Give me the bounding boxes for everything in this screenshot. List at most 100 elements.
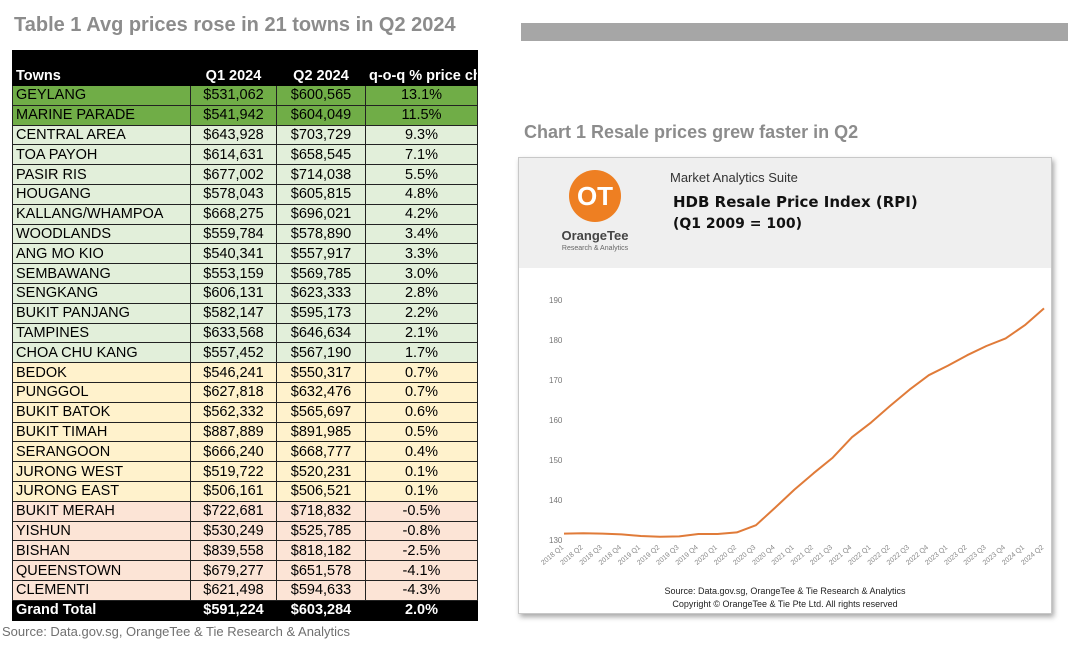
cell-q2: $605,815 — [276, 183, 366, 205]
cell-q2: $623,333 — [276, 282, 366, 304]
suite-name: Market Analytics Suite — [670, 170, 798, 185]
cell-q1: $679,277 — [190, 560, 277, 581]
header-q1: Q1 2024 — [190, 50, 277, 86]
cell-q2: $604,049 — [276, 104, 366, 126]
cell-q2: $506,521 — [276, 480, 366, 502]
table-row: CHOA CHU KANG $557,452 $567,190 1.7% — [12, 342, 478, 364]
total-town: Grand Total — [12, 599, 191, 621]
cell-q2: $520,231 — [276, 461, 366, 482]
table-title: Table 1 Avg prices rose in 21 towns in Q… — [14, 14, 456, 36]
cell-town: BEDOK — [12, 362, 191, 383]
cell-change: 0.7% — [365, 362, 478, 383]
table-row: PASIR RIS $677,002 $714,038 5.5% — [12, 164, 478, 185]
cell-town: PASIR RIS — [12, 164, 191, 185]
cell-town: JURONG WEST — [12, 461, 191, 482]
total-q2: $603,284 — [276, 599, 366, 621]
cell-change: 3.3% — [365, 243, 478, 265]
table-row: SERANGOON $666,240 $668,777 0.4% — [12, 441, 478, 463]
cell-q2: $600,565 — [276, 85, 366, 106]
cell-q1: $621,498 — [190, 579, 277, 601]
y-tick-label: 150 — [549, 456, 563, 465]
cell-town: BUKIT BATOK — [12, 401, 191, 423]
cell-town: SENGKANG — [12, 282, 191, 304]
cell-town: HOUGANG — [12, 183, 191, 205]
cell-change: 0.4% — [365, 441, 478, 463]
cell-q1: $627,818 — [190, 381, 277, 403]
cell-town: TAMPINES — [12, 322, 191, 344]
cell-q1: $562,332 — [190, 401, 277, 423]
cell-q1: $506,161 — [190, 480, 277, 502]
cell-q1: $540,341 — [190, 243, 277, 265]
cell-change: 7.1% — [365, 144, 478, 166]
cell-change: -4.3% — [365, 579, 478, 601]
table-row: TOA PAYOH $614,631 $658,545 7.1% — [12, 144, 478, 166]
cell-q2: $718,832 — [276, 500, 366, 522]
cell-change: 3.0% — [365, 263, 478, 284]
cell-change: 0.1% — [365, 480, 478, 502]
cell-town: ANG MO KIO — [12, 243, 191, 265]
header-q2: Q2 2024 — [276, 50, 366, 86]
cell-change: 13.1% — [365, 85, 478, 106]
table-row: PUNGGOL $627,818 $632,476 0.7% — [12, 381, 478, 403]
cell-change: 4.8% — [365, 183, 478, 205]
cell-town: BISHAN — [12, 540, 191, 562]
cell-q1: $614,631 — [190, 144, 277, 166]
table-row: JURONG EAST $506,161 $506,521 0.1% — [12, 480, 478, 502]
cell-q2: $658,545 — [276, 144, 366, 166]
cell-q2: $714,038 — [276, 164, 366, 185]
total-q1: $591,224 — [190, 599, 277, 621]
cell-town: CHOA CHU KANG — [12, 342, 191, 364]
cell-change: -2.5% — [365, 540, 478, 562]
logo-name: OrangeTee — [561, 228, 629, 243]
cell-q1: $887,889 — [190, 421, 277, 443]
table-row: MARINE PARADE $541,942 $604,049 11.5% — [12, 104, 478, 126]
cell-q1: $541,942 — [190, 104, 277, 126]
cell-change: 3.4% — [365, 223, 478, 245]
chart-footer-source: Source: Data.gov.sg, OrangeTee & Tie Res… — [664, 586, 906, 596]
cell-town: WOODLANDS — [12, 223, 191, 245]
cell-q1: $519,722 — [190, 461, 277, 482]
cell-q1: $643,928 — [190, 124, 277, 146]
cell-q2: $703,729 — [276, 124, 366, 146]
logo-subtitle: Research & Analytics — [561, 245, 629, 252]
orangetee-logo-icon: OT — [569, 170, 621, 222]
table-row: BISHAN $839,558 $818,182 -2.5% — [12, 540, 478, 562]
cell-change: 0.7% — [365, 381, 478, 403]
cell-q2: $668,777 — [276, 441, 366, 463]
cell-town: BUKIT TIMAH — [12, 421, 191, 443]
table-row: BUKIT BATOK $562,332 $565,697 0.6% — [12, 401, 478, 423]
cell-town: SEMBAWANG — [12, 263, 191, 284]
table-row: BUKIT PANJANG $582,147 $595,173 2.2% — [12, 302, 478, 324]
y-tick-label: 130 — [549, 536, 563, 545]
cell-q1: $553,159 — [190, 263, 277, 284]
cell-q2: $569,785 — [276, 263, 366, 284]
table-row: WOODLANDS $559,784 $578,890 3.4% — [12, 223, 478, 245]
cell-change: 9.3% — [365, 124, 478, 146]
grey-header-bar — [521, 23, 1068, 41]
cell-q2: $595,173 — [276, 302, 366, 324]
cell-q2: $696,021 — [276, 203, 366, 225]
cell-town: CLEMENTI — [12, 579, 191, 601]
table-row: HOUGANG $578,043 $605,815 4.8% — [12, 183, 478, 205]
cell-town: BUKIT PANJANG — [12, 302, 191, 324]
cell-q2: $891,985 — [276, 421, 366, 443]
cell-q2: $557,917 — [276, 243, 366, 265]
cell-town: QUEENSTOWN — [12, 560, 191, 581]
cell-q1: $559,784 — [190, 223, 277, 245]
chart-footer-copyright: Copyright © OrangeTee & Tie Pte Ltd. All… — [672, 599, 898, 609]
cell-town: GEYLANG — [12, 85, 191, 106]
cell-q2: $565,697 — [276, 401, 366, 423]
table-row: GEYLANG $531,062 $600,565 13.1% — [12, 85, 478, 106]
table-row: YISHUN $530,249 $525,785 -0.8% — [12, 520, 478, 542]
cell-q1: $546,241 — [190, 362, 277, 383]
cell-q1: $633,568 — [190, 322, 277, 344]
cell-q1: $606,131 — [190, 282, 277, 304]
cell-q2: $632,476 — [276, 381, 366, 403]
cell-change: 1.7% — [365, 342, 478, 364]
index-subtitle: (Q1 2009 = 100) — [673, 216, 802, 232]
cell-q2: $525,785 — [276, 520, 366, 542]
table-row: BEDOK $546,241 $550,317 0.7% — [12, 362, 478, 383]
cell-q1: $582,147 — [190, 302, 277, 324]
cell-town: YISHUN — [12, 520, 191, 542]
